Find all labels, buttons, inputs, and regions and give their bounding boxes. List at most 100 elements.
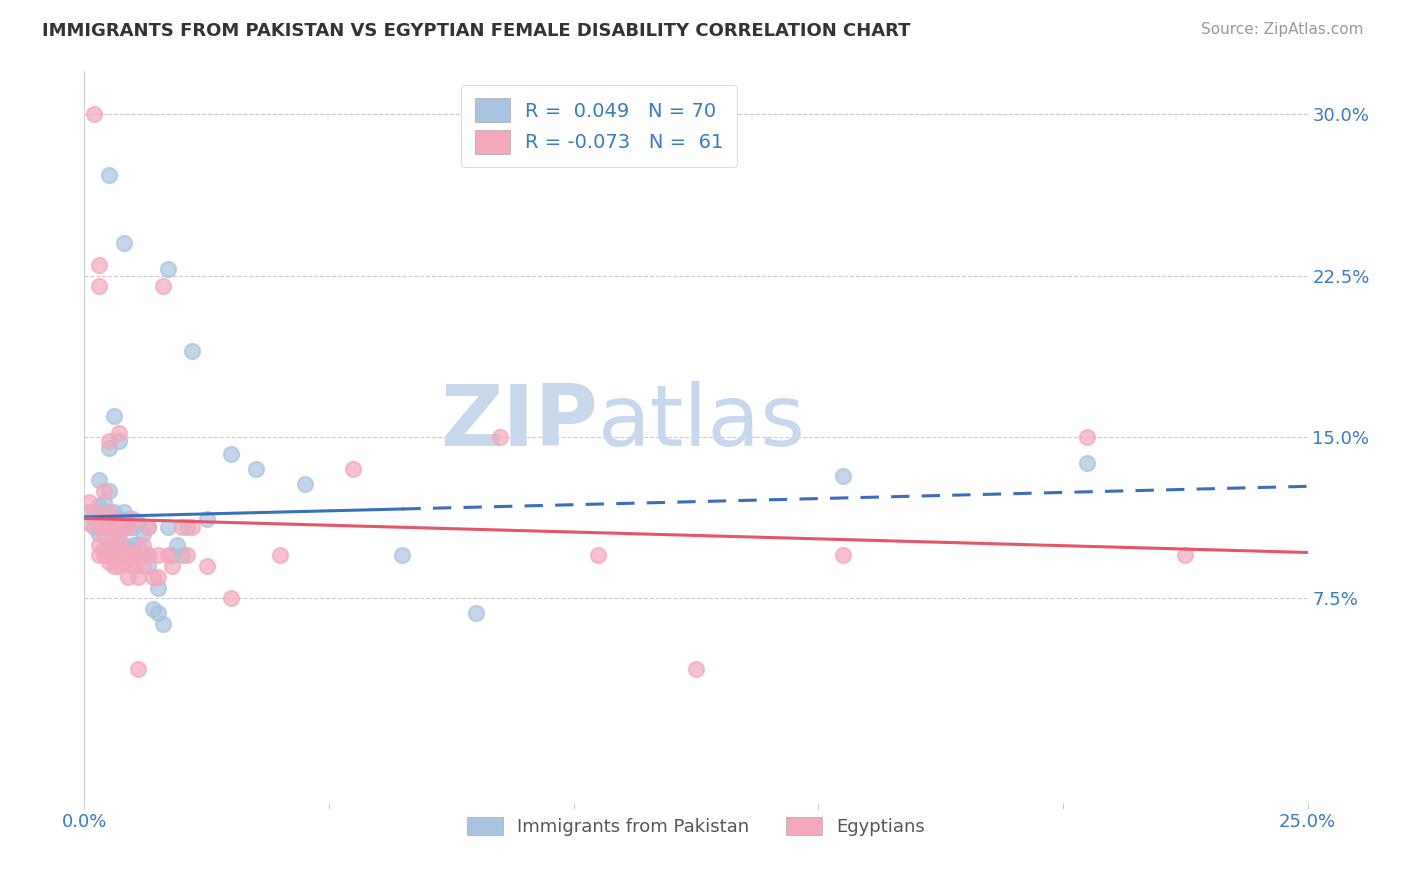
- Point: [97, 441, 120, 455]
- Point: [107, 520, 129, 534]
- Point: [132, 538, 155, 552]
- Point: [391, 549, 413, 563]
- Point: [112, 555, 135, 569]
- Point: [107, 549, 129, 563]
- Point: [112, 236, 135, 251]
- Point: [97, 434, 120, 449]
- Point: [112, 520, 135, 534]
- Point: [117, 512, 139, 526]
- Point: [181, 520, 204, 534]
- Point: [77, 516, 100, 530]
- Point: [176, 520, 198, 534]
- Point: [93, 549, 115, 563]
- Point: [162, 559, 184, 574]
- Point: [87, 499, 110, 513]
- Point: [103, 505, 125, 519]
- Point: [122, 549, 145, 563]
- Point: [107, 527, 129, 541]
- Point: [107, 549, 129, 563]
- Point: [127, 538, 149, 552]
- Point: [117, 520, 139, 534]
- Point: [127, 662, 149, 676]
- Point: [103, 538, 125, 552]
- Point: [127, 549, 149, 563]
- Point: [87, 549, 110, 563]
- Text: ZIP: ZIP: [440, 381, 598, 464]
- Point: [172, 549, 194, 563]
- Point: [83, 512, 105, 526]
- Point: [294, 477, 316, 491]
- Point: [97, 520, 120, 534]
- Point: [103, 520, 125, 534]
- Point: [831, 549, 853, 563]
- Text: Source: ZipAtlas.com: Source: ZipAtlas.com: [1201, 22, 1364, 37]
- Point: [156, 262, 179, 277]
- Point: [1076, 430, 1098, 444]
- Point: [77, 505, 100, 519]
- Point: [103, 541, 125, 556]
- Point: [195, 559, 218, 574]
- Point: [112, 549, 135, 563]
- Point: [107, 425, 129, 440]
- Point: [219, 591, 242, 606]
- Point: [136, 520, 159, 534]
- Point: [97, 538, 120, 552]
- Point: [112, 505, 135, 519]
- Point: [107, 538, 129, 552]
- Point: [122, 520, 145, 534]
- Point: [83, 505, 105, 519]
- Point: [489, 430, 512, 444]
- Point: [97, 505, 120, 519]
- Point: [97, 520, 120, 534]
- Text: IMMIGRANTS FROM PAKISTAN VS EGYPTIAN FEMALE DISABILITY CORRELATION CHART: IMMIGRANTS FROM PAKISTAN VS EGYPTIAN FEM…: [42, 22, 911, 40]
- Point: [156, 549, 179, 563]
- Point: [586, 549, 609, 563]
- Point: [152, 279, 174, 293]
- Point: [132, 549, 155, 563]
- Point: [195, 512, 218, 526]
- Point: [107, 512, 129, 526]
- Point: [156, 520, 179, 534]
- Point: [142, 602, 165, 616]
- Point: [685, 662, 707, 676]
- Point: [1076, 456, 1098, 470]
- Point: [97, 168, 120, 182]
- Point: [122, 549, 145, 563]
- Point: [342, 462, 364, 476]
- Point: [172, 520, 194, 534]
- Point: [117, 520, 139, 534]
- Point: [103, 559, 125, 574]
- Point: [122, 559, 145, 574]
- Point: [127, 570, 149, 584]
- Point: [117, 549, 139, 563]
- Y-axis label: Female Disability: Female Disability: [0, 359, 8, 515]
- Point: [152, 617, 174, 632]
- Point: [146, 570, 169, 584]
- Point: [93, 505, 115, 519]
- Point: [162, 549, 184, 563]
- Point: [122, 538, 145, 552]
- Point: [103, 516, 125, 530]
- Point: [117, 570, 139, 584]
- Point: [136, 549, 159, 563]
- Point: [136, 520, 159, 534]
- Text: atlas: atlas: [598, 381, 806, 464]
- Point: [87, 520, 110, 534]
- Point: [132, 527, 155, 541]
- Point: [146, 549, 169, 563]
- Point: [181, 344, 204, 359]
- Point: [122, 559, 145, 574]
- Point: [93, 520, 115, 534]
- Point: [831, 468, 853, 483]
- Point: [117, 541, 139, 556]
- Point: [112, 538, 135, 552]
- Point: [107, 434, 129, 449]
- Point: [464, 607, 486, 621]
- Point: [103, 409, 125, 423]
- Point: [93, 516, 115, 530]
- Point: [77, 494, 100, 508]
- Point: [93, 512, 115, 526]
- Point: [97, 483, 120, 498]
- Point: [87, 473, 110, 487]
- Point: [127, 549, 149, 563]
